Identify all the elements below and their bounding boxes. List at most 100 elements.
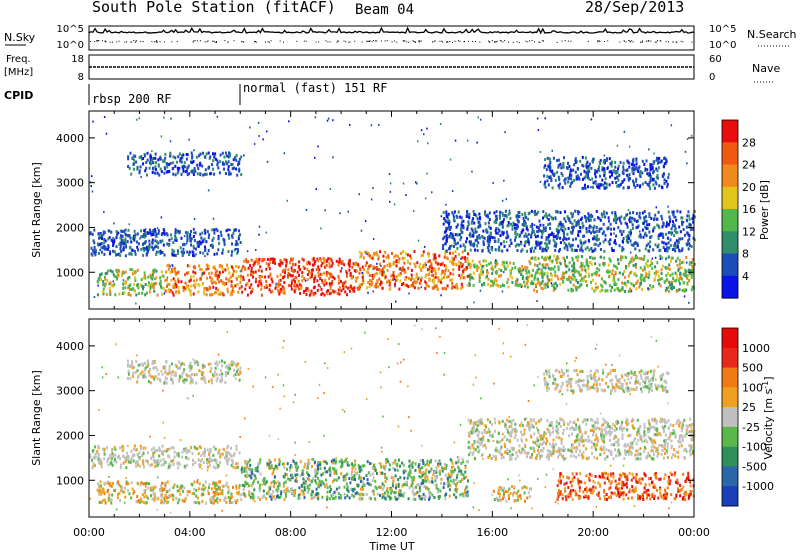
range-cell: [399, 464, 401, 468]
range-cell: [593, 224, 596, 228]
range-cell-noise: [140, 175, 142, 178]
range-cell: [382, 485, 385, 489]
range-cell: [600, 227, 603, 231]
range-cell: [323, 466, 326, 470]
nsearch-point: [104, 41, 106, 43]
range-cell: [552, 232, 555, 236]
range-cell: [106, 271, 109, 275]
range-cell: [279, 263, 282, 267]
range-cell: [323, 271, 326, 275]
range-cell: [577, 212, 580, 216]
range-cell: [515, 235, 518, 239]
range-cell: [410, 476, 413, 480]
range-cell: [104, 239, 107, 243]
range-cell: [221, 270, 224, 274]
range-cell-noise: [590, 186, 592, 189]
range-cell: [570, 287, 573, 291]
range-cell: [150, 283, 153, 287]
range-cell: [546, 156, 549, 160]
nsearch-point: [176, 40, 178, 42]
range-cell: [459, 287, 462, 290]
range-cell: [569, 280, 572, 284]
range-cell: [537, 210, 540, 214]
range-cell: [264, 275, 267, 279]
range-cell: [447, 275, 450, 279]
range-cell: [648, 223, 651, 227]
range-cell: [503, 265, 506, 269]
range-cell-noise: [258, 225, 261, 228]
range-cell-noise: [389, 182, 392, 185]
range-cell: [265, 267, 268, 271]
range-cell: [608, 219, 610, 223]
range-cell: [615, 221, 618, 225]
range-cell: [635, 167, 638, 171]
range-cell: [424, 495, 427, 498]
range-cell: [503, 244, 506, 248]
range-cell: [582, 276, 585, 280]
range-cell: [581, 163, 584, 167]
range-cell: [151, 497, 154, 501]
range-cell: [157, 241, 160, 245]
range-cell: [185, 153, 188, 156]
range-cell: [140, 155, 143, 159]
range-cell: [220, 291, 223, 295]
range-cell: [629, 233, 632, 237]
range-cell: [338, 286, 341, 290]
range-cell: [598, 229, 601, 233]
range-cell: [479, 263, 482, 267]
range-cell: [453, 257, 455, 261]
range-cell: [652, 285, 655, 288]
nsearch-point: [204, 41, 206, 43]
range-cell: [418, 489, 421, 493]
range-cell: [94, 250, 97, 254]
range-cell: [445, 267, 448, 271]
range-cell: [371, 277, 374, 280]
nsearch-point: [495, 41, 497, 43]
range-cell: [181, 156, 184, 160]
range-cell: [278, 463, 281, 467]
range-cell: [199, 232, 202, 236]
range-cell-noise: [613, 220, 615, 223]
range-cell: [549, 222, 552, 226]
range-cell: [678, 237, 681, 241]
range-cell: [120, 229, 123, 233]
nsearch-point: [413, 41, 415, 43]
range-cell: [103, 238, 106, 241]
range-cell: [385, 256, 388, 259]
range-cell: [561, 276, 564, 280]
range-cell: [183, 486, 186, 490]
range-cell: [649, 177, 652, 181]
range-cell: [553, 265, 556, 269]
range-cell: [589, 218, 592, 222]
range-cell: [409, 285, 412, 288]
range-cell: [329, 264, 331, 268]
range-cell: [656, 176, 659, 180]
range-cell: [339, 269, 342, 273]
range-cell: [136, 268, 139, 272]
nsearch-point: [283, 41, 284, 43]
range-cell: [108, 236, 111, 240]
range-cell: [657, 234, 660, 238]
range-cell: [321, 280, 324, 284]
range-cell-noise: [655, 206, 657, 209]
range-cell: [645, 262, 647, 266]
range-cell: [260, 287, 263, 291]
range-cell: [260, 284, 263, 288]
range-cell: [351, 464, 354, 468]
range-cell: [279, 278, 282, 282]
range-cell: [172, 498, 175, 502]
range-cell: [238, 229, 240, 233]
range-cell: [315, 481, 318, 485]
range-cell: [665, 158, 667, 162]
range-cell: [491, 282, 494, 286]
range-cell: [572, 269, 575, 273]
range-cell: [599, 289, 602, 293]
range-cell: [610, 164, 613, 168]
range-cell: [452, 234, 454, 238]
range-cell: [542, 229, 545, 233]
range-cell: [210, 271, 213, 275]
range-cell: [517, 215, 520, 219]
range-cell: [119, 245, 122, 249]
range-cell: [172, 494, 175, 498]
range-cell: [637, 219, 639, 223]
